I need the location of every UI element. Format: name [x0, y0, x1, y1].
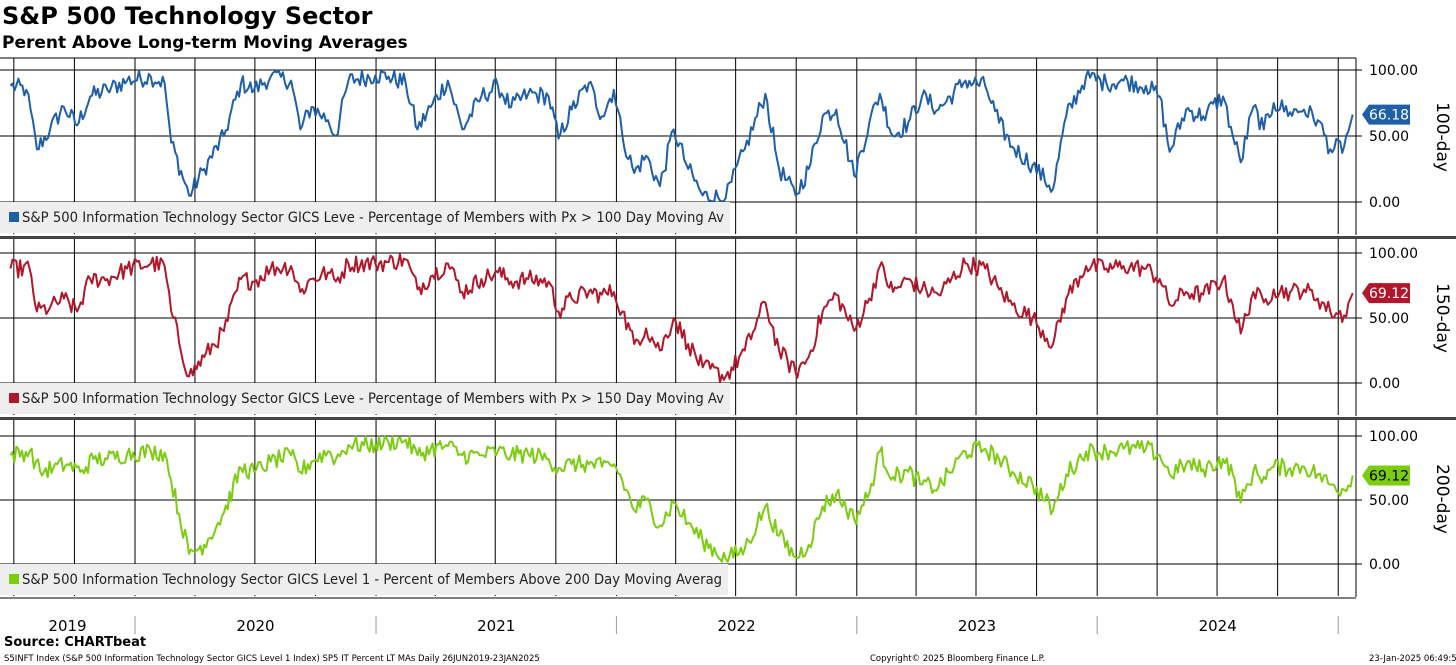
legend-swatch: [9, 212, 19, 222]
year-label: 2024: [1199, 617, 1237, 635]
ytick-label: 100.00: [1369, 63, 1418, 79]
year-label: 2020: [236, 617, 274, 635]
chart-title: S&P 500 Technology Sector: [2, 2, 373, 30]
last-value-badge: 69.12: [1362, 465, 1410, 486]
year-label: 2022: [718, 617, 756, 635]
series-line-150-day: [9, 253, 1354, 384]
axis-label: 150-day: [1432, 283, 1452, 353]
legend-box: [0, 202, 730, 233]
legend-label: S&P 500 Information Technology Sector GI…: [22, 572, 722, 588]
legend-label: S&P 500 Information Technology Sector GI…: [22, 210, 724, 226]
year-label: 2019: [48, 617, 86, 635]
panel-150-day: 100.00 50.00 0.00 150-day 69.12 S&P 500 Infor…: [0, 239, 1452, 416]
legend: S&P 500 Information Technology Sector GI…: [0, 564, 728, 595]
axis-label: 200-day: [1432, 464, 1452, 534]
panel-separator: [0, 236, 1456, 239]
year-label: 2023: [958, 617, 996, 635]
last-value-badge: 69.12: [1362, 283, 1410, 304]
chart-subtitle: Perent Above Long-term Moving Averages: [2, 33, 408, 53]
ytick-label: 0.00: [1369, 557, 1400, 573]
ytick-label: 100.00: [1369, 246, 1418, 262]
badge-shape: [1362, 104, 1410, 125]
ytick-label: 0.00: [1369, 376, 1400, 392]
legend-swatch: [9, 393, 19, 403]
ytick-label: 100.00: [1369, 429, 1418, 445]
legend: S&P 500 Information Technology Sector GI…: [0, 202, 730, 233]
last-value-label: 69.12: [1369, 286, 1409, 302]
ytick-label: 50.00: [1369, 311, 1409, 327]
panel-100-day: 100.00 50.00 0.00 100-day 66.18 S&P 500 Infor…: [0, 58, 1452, 235]
ytick-label: 50.00: [1369, 129, 1409, 145]
x-axis: 2019 2020 2021 2022 2023 2024: [0, 597, 1356, 635]
series-line-100-day: [9, 69, 1354, 203]
copyright: Copyright© 2025 Bloomberg Finance L.P.: [870, 654, 1046, 664]
last-value-label: 69.12: [1369, 469, 1409, 485]
ytick-label: 50.00: [1369, 493, 1409, 509]
legend-box: [0, 383, 730, 414]
badge-shape: [1362, 465, 1410, 486]
index-info: S5INFT Index (S&P 500 Information Techno…: [4, 654, 540, 664]
legend-box: [0, 564, 728, 595]
year-label: 2021: [477, 617, 515, 635]
axis-label: 100-day: [1432, 102, 1452, 172]
legend: S&P 500 Information Technology Sector GI…: [0, 383, 730, 414]
panel-200-day: 100.00 50.00 0.00 200-day 69.12 S&P 500 Infor…: [0, 420, 1452, 597]
source-label: Source: CHARTbeat: [4, 635, 147, 650]
legend-swatch: [9, 574, 19, 584]
badge-shape: [1362, 283, 1410, 304]
panel-separator: [0, 417, 1456, 420]
legend-label: S&P 500 Information Technology Sector GI…: [22, 391, 724, 407]
series-line-200-day: [9, 435, 1354, 563]
ytick-label: 0.00: [1369, 195, 1400, 211]
last-value-badge: 66.18: [1362, 104, 1410, 125]
last-value-label: 66.18: [1369, 108, 1409, 124]
timestamp: 23-Jan-2025 06:49:57: [1369, 654, 1456, 664]
